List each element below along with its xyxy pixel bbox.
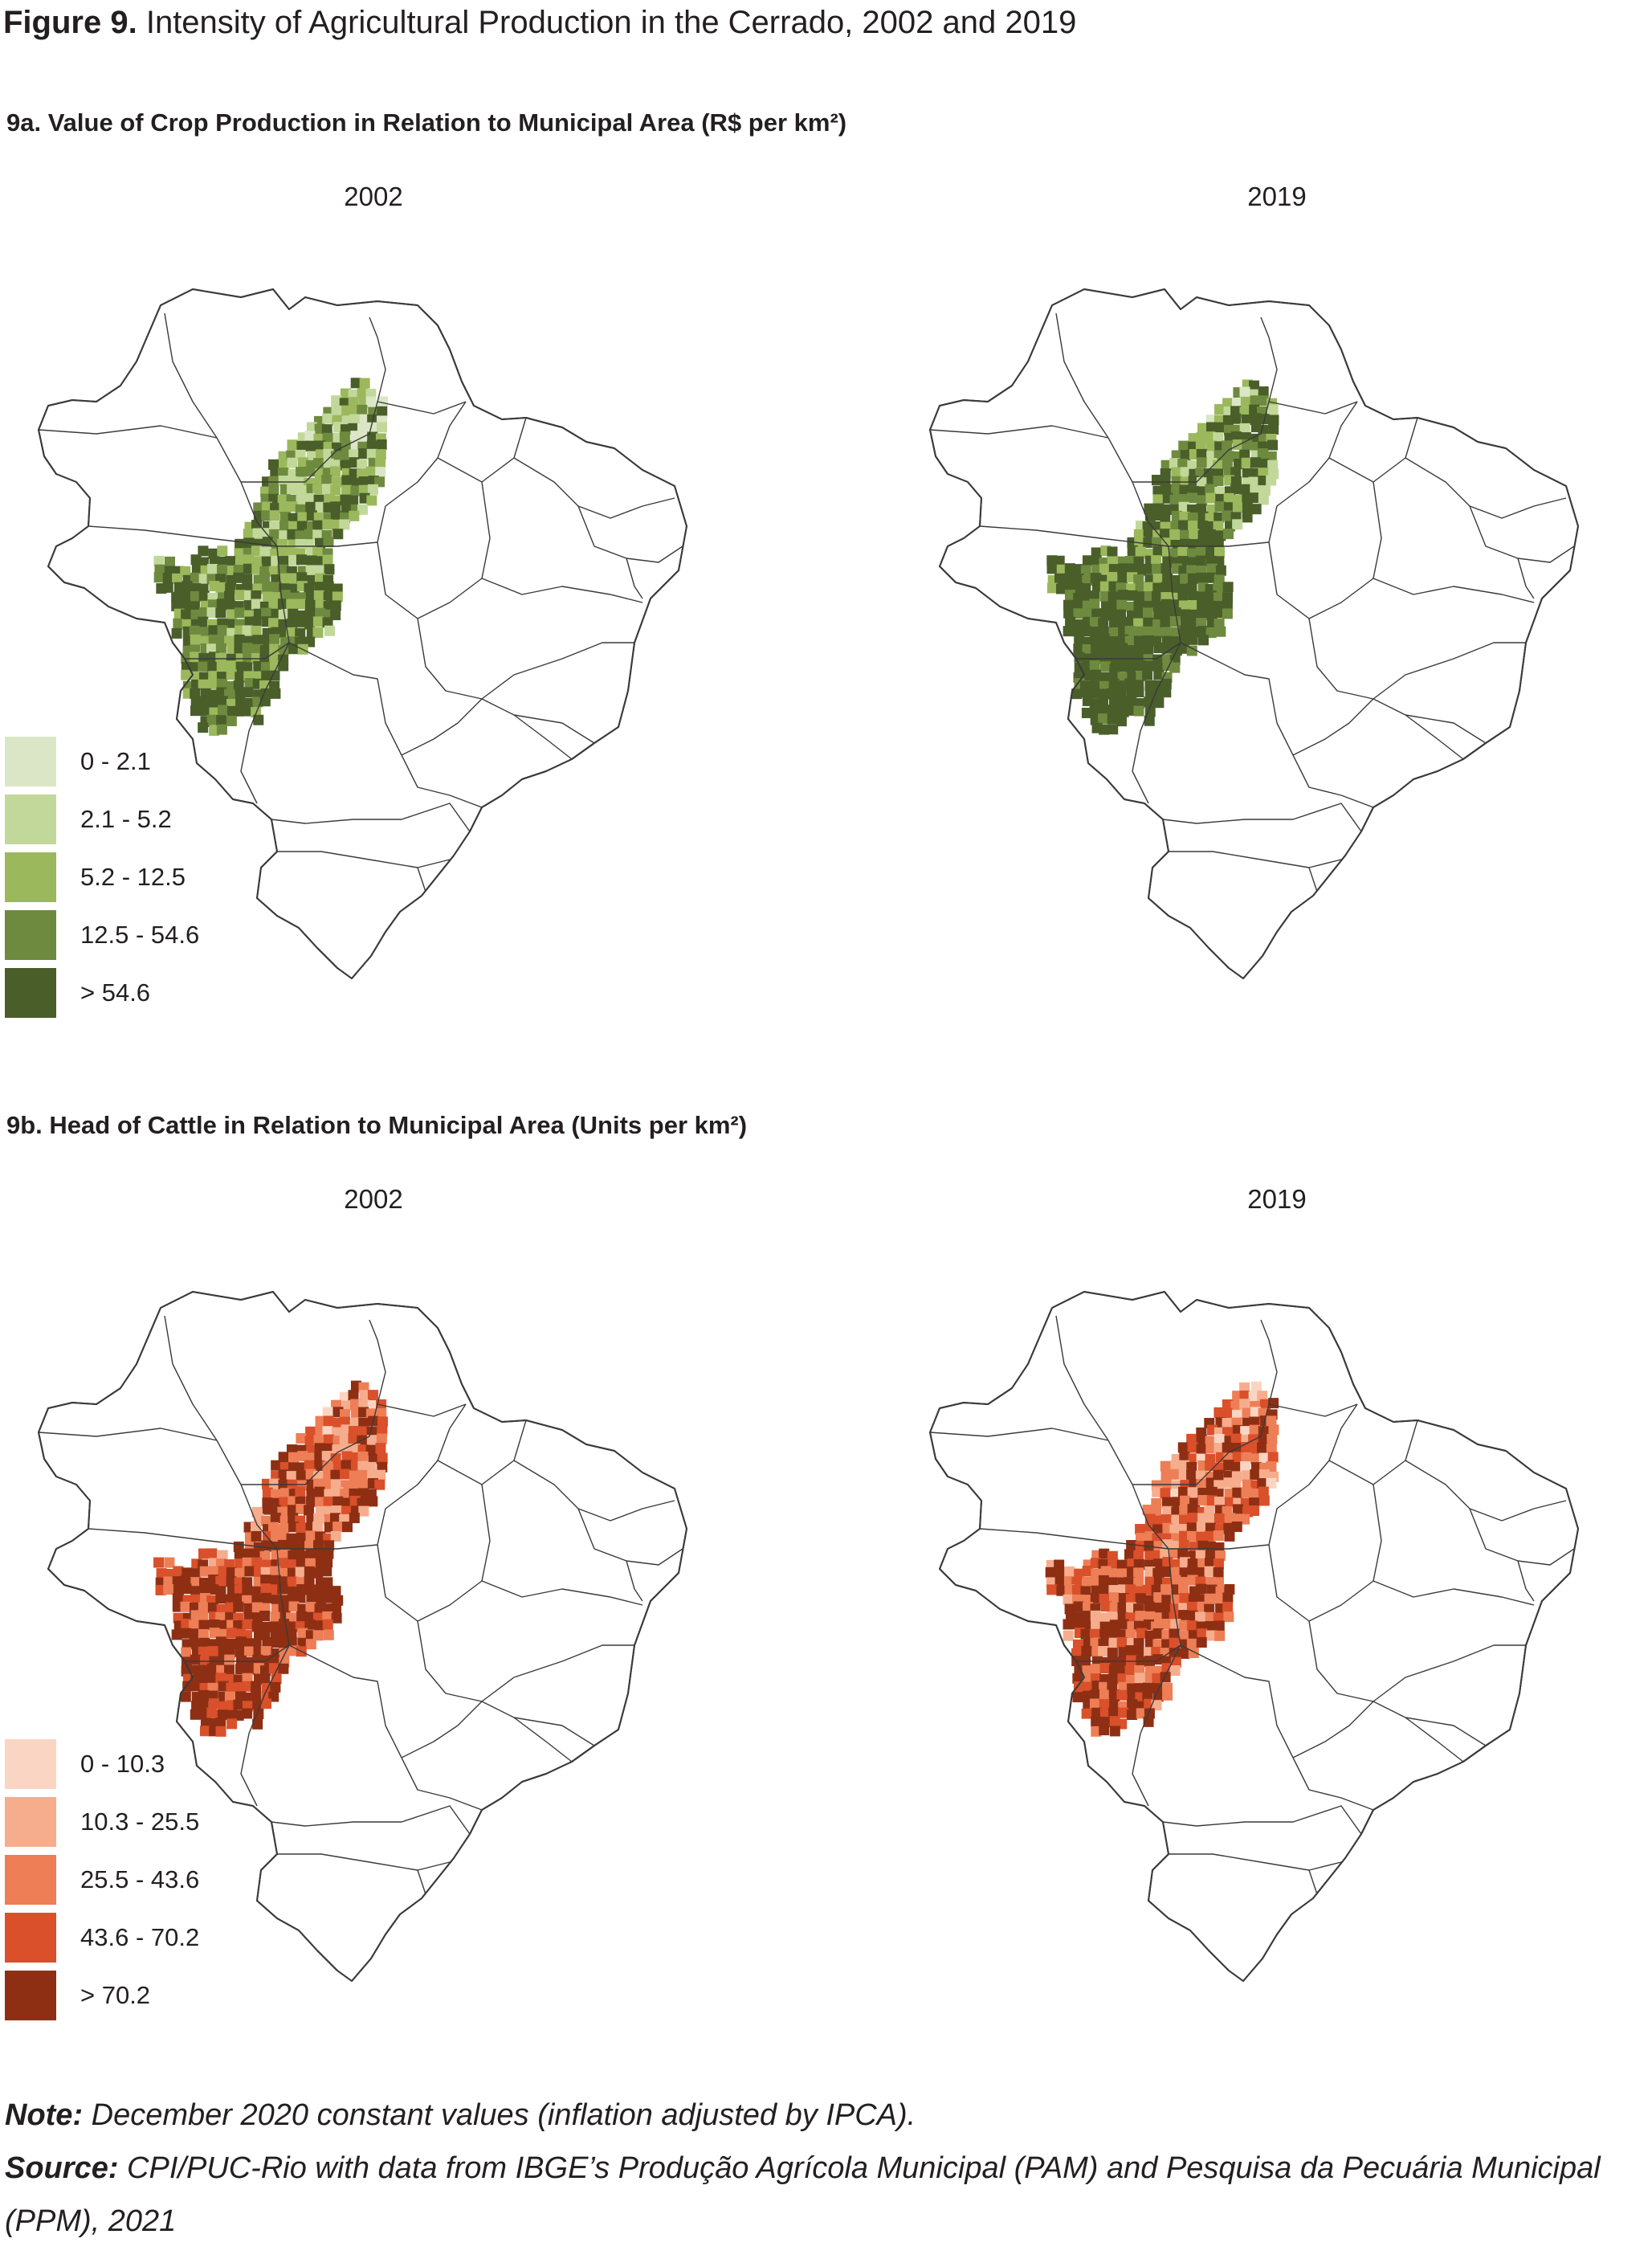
legend-label: 25.5 - 43.6 [80,1865,200,1893]
note-label: Note: [5,2098,84,2132]
municipality-fill-layer [153,1380,388,1737]
panel-b-year-right: 2019 [1247,1184,1307,1214]
legend-swatch [5,1739,56,1789]
map-cattle-2002 [38,1291,687,1982]
panel-b-title: 9b. Head of Cattle in Relation to Munici… [6,1111,748,1139]
legend-item: 5.2 - 12.5 [5,852,326,902]
municipality-fill-layer [1045,1381,1279,1737]
source-line: Source: CPI/PUC-Rio with data from IBGE’… [5,2142,1643,2248]
legend-item: 10.3 - 25.5 [5,1797,326,1847]
legend-swatch [5,1797,56,1847]
legend-swatch [5,1913,56,1963]
note-text: December 2020 constant values (inflation… [91,2098,916,2132]
source-text: CPI/PUC-Rio with data from IBGE’s Produç… [5,2151,1601,2238]
panel-a-title: 9a. Value of Crop Production in Relation… [6,108,847,137]
legend-item: > 70.2 [5,1971,326,2020]
panel-a-year-right: 2019 [1247,182,1307,211]
figure-number: Figure 9. [3,5,137,40]
legend-item: > 54.6 [5,968,326,1018]
legend-label: 2.1 - 5.2 [80,805,172,833]
legend-item: 0 - 10.3 [5,1739,326,1789]
map-cattle-2019 [929,1291,1579,1982]
legend-label: > 70.2 [80,1981,151,2009]
legend-swatch [5,794,56,844]
legend-label: 10.3 - 25.5 [80,1807,200,1836]
figure-notes: Note: December 2020 constant values (inf… [5,2089,1643,2248]
legend-label: 12.5 - 54.6 [80,921,200,949]
legend-swatch [5,1971,56,2020]
panel-b-year-left: 2002 [344,1184,403,1214]
legend-swatch [5,910,56,960]
legend-item: 0 - 2.1 [5,737,326,786]
legend-item: 43.6 - 70.2 [5,1913,326,1963]
legend-swatch [5,852,56,902]
legend-swatch [5,1855,56,1905]
panel-a-year-left: 2002 [344,182,403,211]
legend-item: 12.5 - 54.6 [5,910,326,960]
map-crop-2002 [38,288,687,979]
legend-label: 43.6 - 70.2 [80,1923,200,1951]
legend-label: > 54.6 [80,978,151,1007]
map-crop-2019 [929,288,1579,979]
legend-item: 25.5 - 43.6 [5,1855,326,1905]
legend-label: 0 - 10.3 [80,1750,165,1778]
figure-title: Figure 9. Intensity of Agricultural Prod… [3,0,1076,45]
legend-swatch [5,968,56,1018]
figure-caption: Intensity of Agricultural Production in … [145,5,1077,40]
legend-label: 5.2 - 12.5 [80,863,186,891]
source-label: Source: [5,2151,119,2185]
legend-item: 2.1 - 5.2 [5,794,326,844]
municipality-fill-layer [1046,379,1279,735]
legend-label: 0 - 2.1 [80,747,151,775]
municipality-fill-layer [153,378,388,736]
note-line: Note: December 2020 constant values (inf… [5,2089,1643,2142]
legend-swatch [5,737,56,786]
